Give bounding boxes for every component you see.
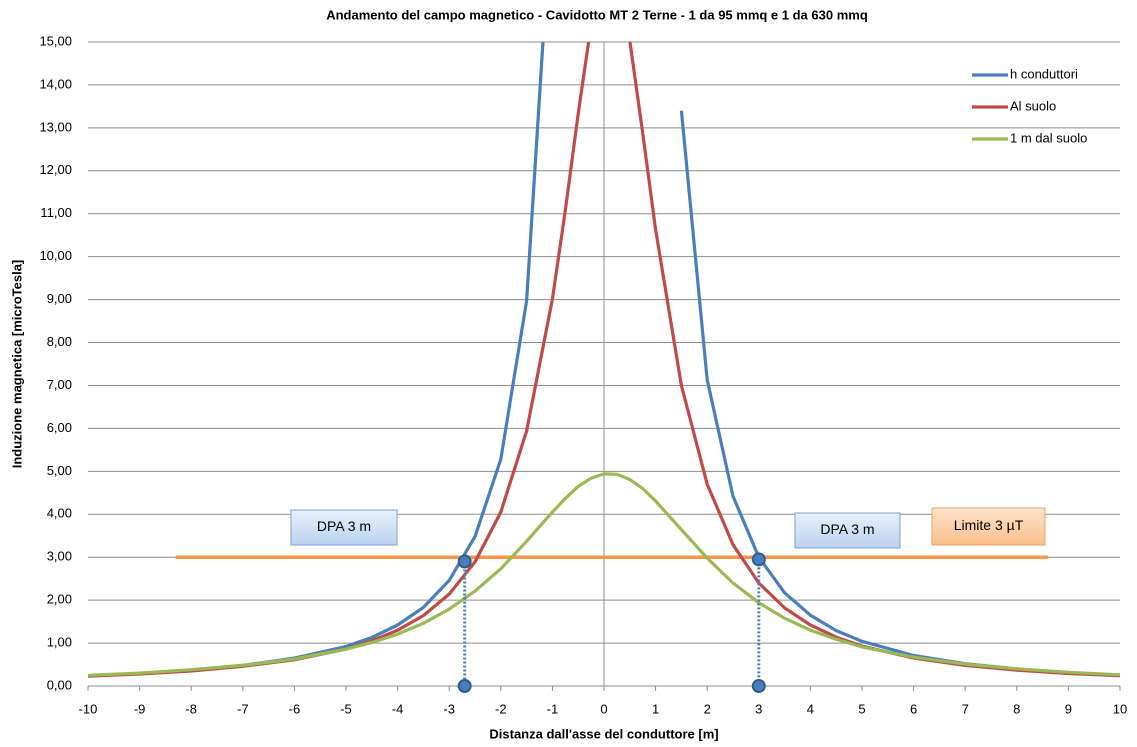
x-tick-label: 1 <box>652 701 659 716</box>
x-tick-label: 10 <box>1113 701 1127 716</box>
annotation-label: DPA 3 m <box>317 518 371 534</box>
y-tick-label: 12,00 <box>39 162 72 177</box>
x-tick-label: 7 <box>962 701 969 716</box>
x-tick-label: -6 <box>289 701 301 716</box>
dpa-point <box>751 552 766 567</box>
dpa-point <box>457 554 472 569</box>
y-tick-label: 6,00 <box>47 420 72 435</box>
dpa-foot <box>457 679 472 693</box>
limit-label-box <box>931 507 1046 546</box>
x-tick-label: 8 <box>1013 701 1020 716</box>
x-tick-label: 2 <box>704 701 711 716</box>
x-axis-label: Distanza dall'asse del conduttore [m] <box>489 726 718 741</box>
y-tick-label: 14,00 <box>39 76 72 91</box>
x-tick-label: -9 <box>134 701 146 716</box>
x-tick-label: -10 <box>79 701 98 716</box>
y-tick-label: 9,00 <box>47 291 72 306</box>
annotation-label-box <box>290 509 398 546</box>
data-line <box>88 472 1120 677</box>
legend-label: Al suolo <box>1010 98 1056 113</box>
y-axis-label: Induzione magnetica [microTesla] <box>9 260 24 469</box>
annotation-label: DPA 3 m <box>820 521 874 537</box>
x-tick-label: 9 <box>1065 701 1072 716</box>
chart-title: Andamento del campo magnetico - Cavidott… <box>326 7 868 22</box>
y-tick-label: 13,00 <box>39 119 72 134</box>
x-tick-label: -5 <box>340 701 352 716</box>
x-tick-label: -2 <box>495 701 507 716</box>
x-tick-label: -7 <box>237 701 249 716</box>
y-tick-label: 3,00 <box>47 549 72 564</box>
y-tick-label: 0,00 <box>47 677 72 692</box>
x-tick-label: -3 <box>443 701 455 716</box>
x-tick-label: 6 <box>910 701 917 716</box>
dpa-foot <box>751 679 766 693</box>
limit-label: Limite 3 µT <box>954 517 1024 533</box>
x-tick-label: 5 <box>858 701 865 716</box>
annotation-label-box <box>794 512 901 549</box>
y-tick-label: 5,00 <box>47 463 72 478</box>
plot-area <box>88 42 1120 678</box>
y-tick-label: 10,00 <box>39 248 72 263</box>
y-tick-label: 4,00 <box>47 506 72 521</box>
y-tick-label: 2,00 <box>47 592 72 607</box>
x-tick-label: -8 <box>185 701 197 716</box>
y-tick-label: 1,00 <box>47 635 72 650</box>
x-tick-label: -1 <box>547 701 559 716</box>
y-tick-label: 7,00 <box>47 377 72 392</box>
legend-label: 1 m dal suolo <box>1010 130 1087 145</box>
x-tick-label: 0 <box>600 701 607 716</box>
x-tick-label: 3 <box>755 701 762 716</box>
legend-label: h conduttori <box>1010 66 1078 81</box>
y-tick-label: 15,00 <box>39 33 72 48</box>
x-tick-label: -4 <box>392 701 404 716</box>
y-tick-label: 11,00 <box>40 205 72 220</box>
x-tick-label: 4 <box>807 701 814 716</box>
y-tick-label: 8,00 <box>47 334 72 349</box>
